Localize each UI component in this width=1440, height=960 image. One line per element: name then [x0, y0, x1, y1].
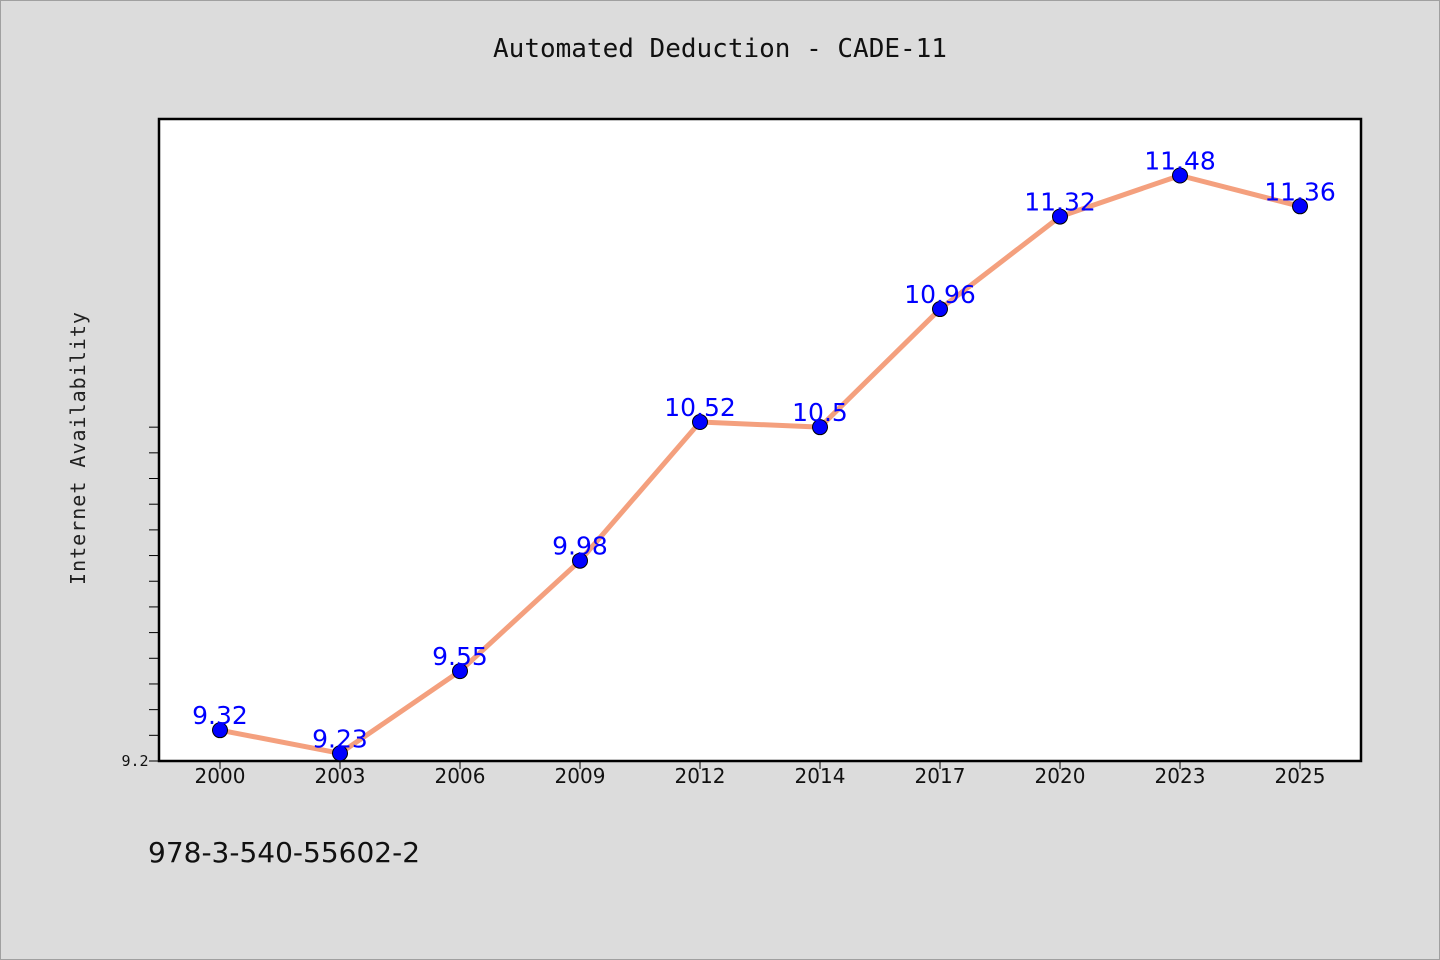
series-line	[217, 172, 1303, 756]
data-label: 11.36	[1264, 177, 1336, 206]
data-point	[572, 552, 588, 569]
data-label: 9.98	[552, 532, 608, 561]
data-point	[212, 722, 228, 739]
data-point	[692, 414, 708, 431]
data-point	[332, 745, 348, 762]
data-label: 10.52	[664, 393, 736, 422]
x-tick-label: 2023	[1155, 764, 1206, 788]
data-point	[1292, 198, 1308, 215]
data-label: 9.32	[192, 701, 248, 730]
x-tick-label: 2000	[195, 764, 246, 788]
chart-title: Automated Deduction - CADE-11	[493, 34, 947, 64]
y-tick-label: 9.2	[121, 752, 148, 770]
x-tick-label: 2017	[915, 764, 966, 788]
x-tick-label: 2003	[315, 764, 366, 788]
x-tick-label: 2006	[435, 764, 486, 788]
data-label: 11.48	[1144, 146, 1216, 175]
x-tick-label: 2025	[1275, 764, 1326, 788]
data-label: 10.5	[792, 398, 848, 427]
footer-isbn: 978-3-540-55602-2	[148, 836, 421, 869]
data-point	[812, 419, 828, 436]
data-label: 9.23	[312, 724, 368, 753]
data-point	[932, 301, 948, 318]
data-label: 9.55	[432, 642, 488, 671]
data-point	[1052, 208, 1068, 225]
data-point	[1172, 167, 1188, 184]
x-tick-label: 2014	[795, 764, 846, 788]
data-label: 11.32	[1024, 188, 1096, 217]
x-tick-label: 2012	[675, 764, 726, 788]
plot-area	[157, 117, 1363, 763]
data-label: 10.96	[904, 280, 976, 309]
x-tick-label: 2009	[555, 764, 606, 788]
data-point	[452, 663, 468, 680]
x-tick-label: 2020	[1035, 764, 1086, 788]
